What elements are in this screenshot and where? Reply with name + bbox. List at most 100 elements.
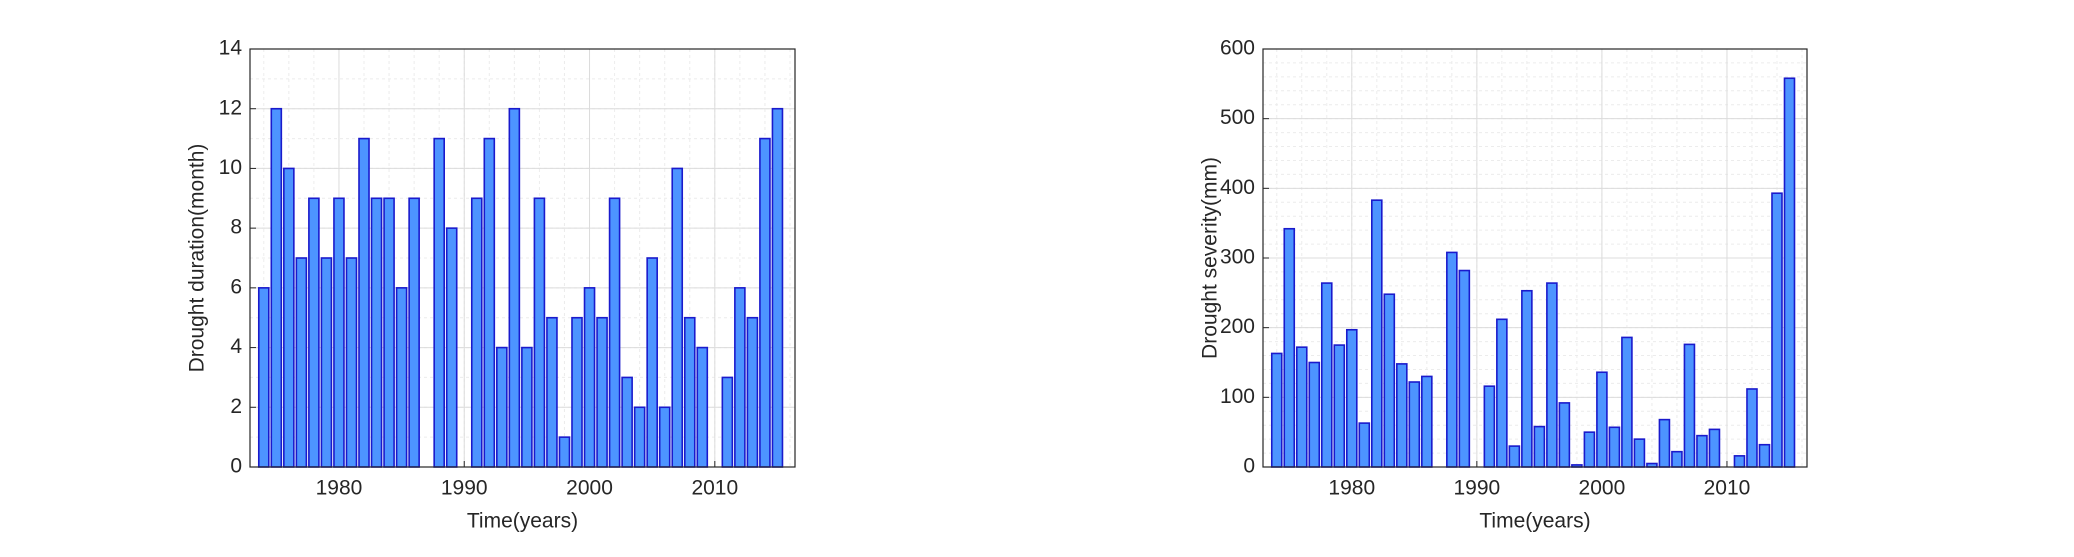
bar [571, 316, 583, 468]
bar [1333, 344, 1346, 468]
bar [1483, 385, 1496, 468]
y-tick-label: 10 [219, 156, 242, 179]
bar [1270, 352, 1283, 468]
bar [283, 167, 295, 468]
bar [308, 197, 320, 468]
bar [1783, 77, 1796, 468]
x-tick-label: 2000 [1579, 477, 1626, 500]
bar [1583, 431, 1596, 468]
bar [1383, 293, 1396, 468]
bar [1458, 269, 1471, 468]
bar [1696, 434, 1708, 468]
bar [621, 376, 633, 468]
bar [1658, 418, 1671, 468]
bar [1396, 363, 1408, 468]
y-tick-label: 4 [230, 335, 242, 358]
bar [1508, 445, 1521, 468]
y-axis-label: Drought severity(mm) [1199, 157, 1222, 359]
bar [1546, 282, 1558, 468]
y-tick-label: 100 [1220, 385, 1255, 408]
x-tick-label: 2010 [691, 477, 738, 500]
x-axis-label: Time(years) [1479, 510, 1590, 533]
bar [445, 227, 458, 468]
y-tick-label: 6 [230, 275, 242, 298]
bar [1746, 388, 1758, 468]
chart: 0 2 4 6 8 10 12 14 1980 1990 2000 2010 Time(years) Dr… [186, 37, 796, 533]
bar [583, 287, 596, 468]
bar [1683, 343, 1696, 468]
bar [1320, 282, 1333, 468]
bar [257, 287, 270, 468]
bar [1371, 199, 1383, 468]
y-tick-label: 8 [230, 216, 242, 239]
bar [734, 287, 746, 468]
bar [1621, 336, 1633, 468]
y-tick-label: 300 [1220, 246, 1255, 269]
bar [658, 406, 671, 468]
bar [270, 107, 283, 468]
x-tick-label: 1990 [1453, 477, 1500, 500]
bar [646, 257, 658, 468]
bar [546, 316, 558, 468]
bar [1358, 422, 1371, 468]
bar [746, 316, 759, 468]
bar [1758, 443, 1771, 468]
axes-frame [249, 48, 796, 468]
x-tick-label: 2010 [1704, 477, 1751, 500]
bar [383, 197, 395, 468]
bar [483, 137, 496, 468]
y-tick-label: 600 [1220, 37, 1255, 60]
bar [1421, 375, 1433, 468]
y-tick-label: 12 [219, 96, 242, 119]
x-axis-label: Time(years) [467, 510, 578, 533]
bar [1496, 318, 1508, 468]
y-tick-label: 2 [230, 395, 242, 418]
bar [496, 346, 508, 468]
bar [1533, 425, 1546, 468]
y-tick-label: 400 [1220, 176, 1255, 199]
bar [633, 406, 646, 468]
bar [370, 197, 383, 468]
bar [759, 137, 771, 468]
bar [558, 436, 571, 468]
bar [608, 197, 621, 468]
bar [771, 107, 784, 468]
y-tick-label: 0 [1243, 455, 1255, 478]
y-tick-label: 14 [219, 37, 243, 60]
bar [345, 257, 358, 468]
x-tick-label: 1980 [316, 477, 363, 500]
bar [596, 316, 608, 468]
bar [696, 346, 709, 468]
bar [1633, 438, 1646, 468]
bar [320, 257, 333, 468]
x-tick-label: 1980 [1328, 477, 1375, 500]
bar [1771, 192, 1783, 468]
bar [333, 197, 345, 468]
bar [470, 197, 483, 468]
bar [1596, 371, 1608, 468]
bar [1608, 426, 1621, 468]
y-tick-label: 0 [230, 455, 242, 478]
bar [358, 137, 370, 468]
bar [1345, 328, 1358, 468]
x-tick-label: 1990 [441, 477, 488, 500]
bar [1733, 455, 1746, 468]
bar [1408, 381, 1421, 468]
bar [1308, 361, 1321, 468]
y-axis-label: Drought duration(month) [186, 144, 209, 373]
bar [408, 197, 420, 468]
bar [533, 197, 546, 468]
bar [1283, 227, 1296, 468]
axes-frame [1262, 48, 1808, 468]
y-tick-label: 500 [1220, 106, 1255, 129]
bar [1295, 346, 1308, 468]
bar [1708, 428, 1721, 468]
chart: 0 100 200 300 400 500 600 1980 1990 2000 2010 Time(… [1199, 37, 1808, 533]
bar [1671, 450, 1683, 468]
bar [1446, 251, 1458, 468]
x-tick-label: 2000 [566, 477, 613, 500]
bar [1521, 289, 1533, 468]
y-tick-label: 200 [1220, 315, 1255, 338]
bar [508, 107, 521, 468]
